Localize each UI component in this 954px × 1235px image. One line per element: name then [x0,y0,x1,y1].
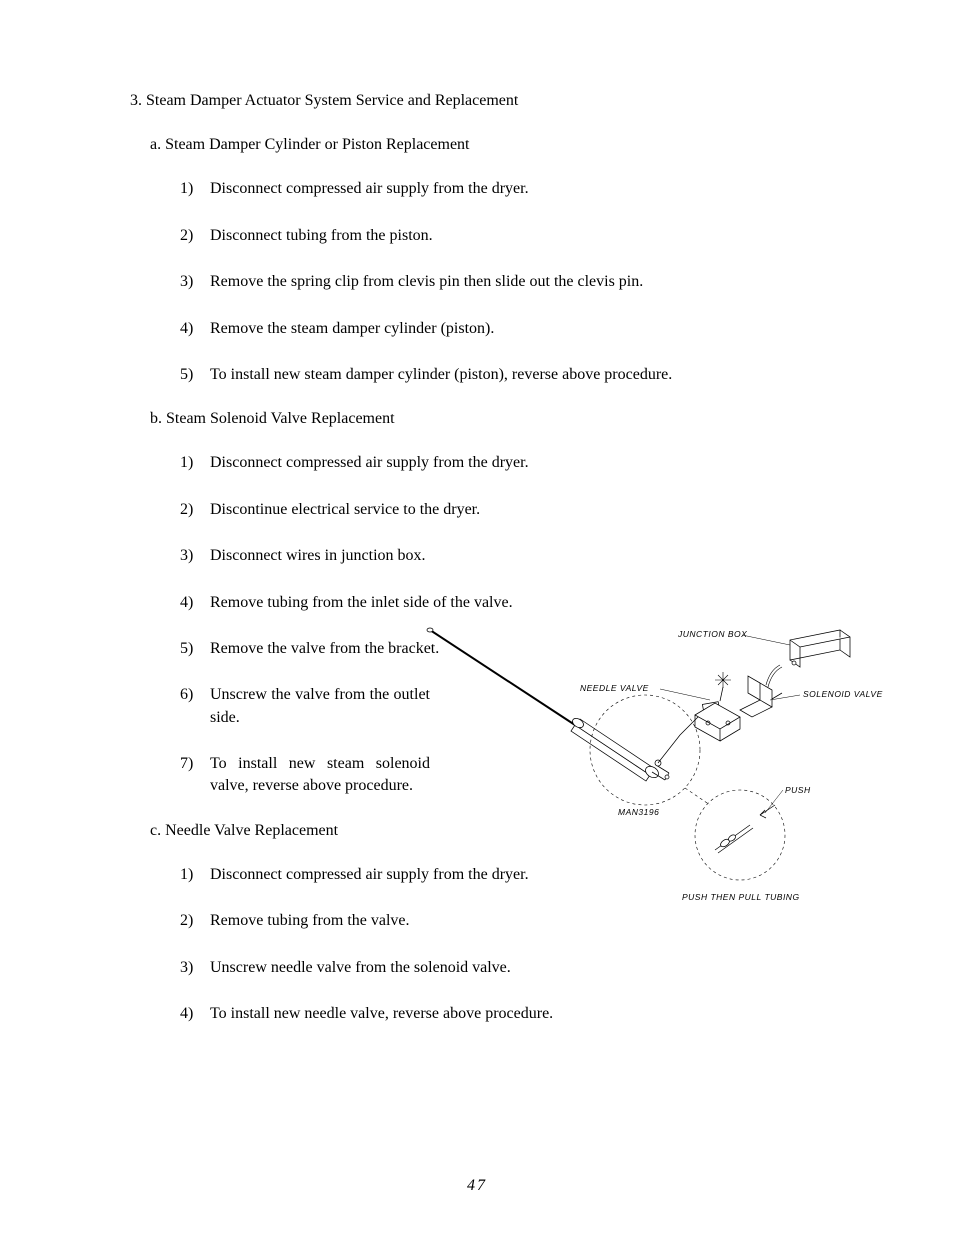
subsection-text: Needle Valve Replacement [165,822,338,839]
document-page: 3. Steam Damper Actuator System Service … [0,0,954,1109]
step-number: 3) [180,271,210,293]
junction-box-icon [790,630,850,667]
push-pull-label: PUSH THEN PULL TUBING [682,892,800,902]
step-number: 2) [180,910,210,932]
step-number: 3) [180,957,210,979]
step-number: 4) [180,318,210,340]
junction-box-label: JUNCTION BOX [677,629,747,639]
section-number: 3. [130,92,142,109]
step-number: 4) [180,1003,210,1025]
step-c3: 3) Unscrew needle valve from the solenoi… [180,957,864,979]
step-text: Unscrew needle valve from the solenoid v… [210,957,864,979]
step-number: 1) [180,178,210,200]
detail-circle-icon [695,790,785,880]
step-text: Disconnect wires in junction box. [210,545,864,567]
subsection-text: Steam Damper Cylinder or Piston Replacem… [165,136,469,153]
push-detail-icon [715,805,775,853]
technical-diagram: JUNCTION BOX NEEDLE VALVE SOLENOID VALVE… [420,615,890,905]
section-heading: 3. Steam Damper Actuator System Service … [130,90,864,112]
subsection-letter: c. [150,822,161,839]
step-text: Remove tubing from the inlet side of the… [210,592,864,614]
piston-cylinder-icon [427,628,669,781]
step-text: Remove tubing from the valve. [210,910,864,932]
diagram-svg: JUNCTION BOX NEEDLE VALVE SOLENOID VALVE… [420,615,890,905]
step-c2: 2) Remove tubing from the valve. [180,910,864,932]
tubing-icon [658,710,705,763]
step-text: To install new needle valve, reverse abo… [210,1003,864,1025]
step-text: Discontinue electrical service to the dr… [210,499,864,521]
step-text: Disconnect compressed air supply from th… [210,178,864,200]
step-text: To install new steam damper cylinder (pi… [210,364,864,386]
subsection-a: a. Steam Damper Cylinder or Piston Repla… [150,136,864,386]
step-b4: 4) Remove tubing from the inlet side of … [180,592,864,614]
step-number: 5) [180,638,210,660]
page-number: 47 [0,1177,954,1195]
step-b3: 3) Disconnect wires in junction box. [180,545,864,567]
subsection-b-title: b. Steam Solenoid Valve Replacement [150,410,864,428]
step-number: 6) [180,684,210,729]
step-text: Remove the steam damper cylinder (piston… [210,318,864,340]
step-list-a: 1) Disconnect compressed air supply from… [180,178,864,386]
needle-valve-label: NEEDLE VALVE [580,683,649,693]
step-a2: 2) Disconnect tubing from the piston. [180,225,864,247]
push-label: PUSH [785,785,811,795]
step-number: 3) [180,545,210,567]
step-number: 5) [180,364,210,386]
step-b1: 1) Disconnect compressed air supply from… [180,452,864,474]
step-c4: 4) To install new needle valve, reverse … [180,1003,864,1025]
solenoid-valve-label: SOLENOID VALVE [803,689,883,699]
man-ref-label: MAN3196 [618,807,659,817]
step-text: To install new steam solenoid valve, rev… [210,753,430,798]
section-title: Steam Damper Actuator System Service and… [146,92,518,109]
solenoid-valve-icon [740,676,782,717]
step-a4: 4) Remove the steam damper cylinder (pis… [180,318,864,340]
step-number: 1) [180,864,210,886]
step-text: Disconnect compressed air supply from th… [210,452,864,474]
subsection-text: Steam Solenoid Valve Replacement [166,410,395,427]
subsection-letter: b. [150,410,162,427]
subsection-a-title: a. Steam Damper Cylinder or Piston Repla… [150,136,864,154]
bracket-icon [695,703,740,741]
subsection-letter: a. [150,136,161,153]
step-a3: 3) Remove the spring clip from clevis pi… [180,271,864,293]
step-text: Unscrew the valve from the outlet side. [210,684,430,729]
connector-line-icon [685,788,710,805]
step-a5: 5) To install new steam damper cylinder … [180,364,864,386]
step-a1: 1) Disconnect compressed air supply from… [180,178,864,200]
step-number: 1) [180,452,210,474]
step-number: 4) [180,592,210,614]
step-number: 2) [180,499,210,521]
step-number: 2) [180,225,210,247]
wire-icon [766,665,782,687]
step-number: 7) [180,753,210,798]
step-text: Remove the spring clip from clevis pin t… [210,271,864,293]
step-b2: 2) Discontinue electrical service to the… [180,499,864,521]
step-text: Disconnect tubing from the piston. [210,225,864,247]
